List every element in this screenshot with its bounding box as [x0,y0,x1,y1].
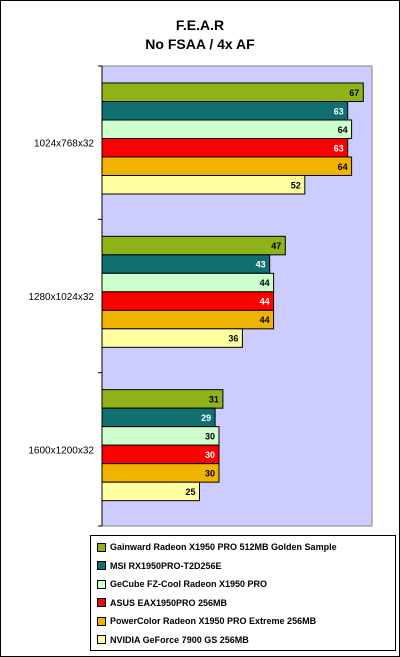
chart-title: F.E.A.R [175,17,225,33]
bar [101,82,364,102]
legend-item: PowerColor Radeon X1950 PRO Extreme 256M… [97,614,316,628]
data-label: 30 [205,431,215,441]
data-label: 44 [260,297,270,307]
data-label: 52 [291,180,301,190]
bar [101,156,353,176]
chart-subtitle: No FSAA / 4x AF [145,36,255,52]
legend-item: GeCube FZ-Cool Radeon X1950 PRO [97,577,267,591]
legend-swatch [97,561,106,570]
category-label: 1280x1024x32 [28,292,94,303]
data-label: 29 [201,413,211,423]
legend: Gainward Radeon X1950 PRO 512MB Golden S… [90,535,396,651]
legend-swatch [97,542,106,552]
bar [101,426,220,446]
legend-swatch [97,616,106,626]
bar [101,389,224,409]
bar [101,407,216,428]
data-label: 44 [260,278,270,288]
bar [101,291,275,311]
legend-label: Gainward Radeon X1950 PRO 512MB Golden S… [110,542,337,552]
data-label: 64 [338,162,348,172]
bar [101,309,275,330]
bar [101,481,200,502]
legend-label: NVIDIA GeForce 7900 GS 256MB [110,634,249,645]
bar [101,235,286,256]
data-label: 64 [338,125,348,135]
bar [101,254,271,274]
bar [101,119,353,139]
bar [101,463,220,483]
data-label: 67 [349,88,359,98]
data-label: 63 [334,106,344,116]
bar [101,101,349,121]
legend-label: GeCube FZ-Cool Radeon X1950 PRO [110,579,268,589]
legend-label: MSI RX1950PRO-T2D256E [110,560,222,571]
bar [101,272,275,293]
legend-label: ASUS EAX1950PRO 256MB [110,597,228,608]
bar [101,444,220,465]
legend-item: Gainward Radeon X1950 PRO 512MB Golden S… [97,540,337,554]
legend-swatch [97,579,106,589]
data-label: 43 [256,260,266,270]
legend-label: PowerColor Radeon X1950 PRO Extreme 256M… [110,616,317,626]
legend-item: MSI RX1950PRO-T2D256E [97,559,222,573]
legend-swatch [97,635,106,644]
data-label: 31 [209,394,219,404]
category-label: 1600x1200x32 [28,445,94,456]
data-label: 30 [205,450,215,460]
bar [101,175,306,195]
data-label: 25 [185,487,195,497]
data-label: 63 [334,143,344,153]
legend-item: ASUS EAX1950PRO 256MB [97,596,227,610]
data-label: 30 [205,468,215,478]
bar [101,328,243,348]
data-label: 44 [260,315,270,325]
bar [101,138,349,158]
data-label: 36 [228,334,238,344]
category-label: 1024x768x32 [34,139,94,150]
legend-item: NVIDIA GeForce 7900 GS 256MB [97,633,249,647]
legend-swatch [97,598,106,607]
data-label: 47 [271,241,281,251]
